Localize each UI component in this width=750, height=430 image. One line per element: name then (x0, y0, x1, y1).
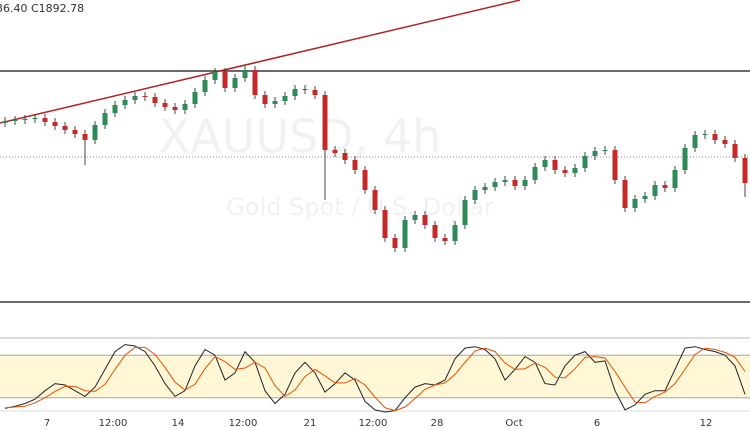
candle-body (702, 134, 708, 135)
candle-body (12, 120, 18, 121)
candle-body (382, 210, 388, 238)
x-tick-label: Oct (505, 418, 522, 429)
candle-body (472, 190, 478, 200)
candle-body (112, 105, 118, 113)
candle-body (172, 107, 178, 110)
candle-body (152, 97, 158, 103)
candle-body (492, 182, 498, 187)
candle-body (512, 180, 518, 186)
candle-body (182, 104, 188, 110)
candle-body (532, 167, 538, 180)
candle-body (122, 100, 128, 105)
candle-body (392, 238, 398, 248)
candle-body (442, 238, 448, 241)
candle-body (92, 125, 98, 140)
x-tick-label: 21 (304, 418, 317, 429)
stoch-line (4, 344, 746, 413)
candle-body (162, 103, 168, 107)
candle-body (82, 134, 88, 140)
watermark-subtitle: Gold Spot / U.S. Dollar (226, 193, 494, 221)
candle-body (352, 160, 358, 170)
candle-body (502, 180, 508, 182)
candle-body (302, 89, 308, 90)
candle-body (322, 95, 328, 150)
candle-body (282, 96, 288, 101)
candle-body (742, 158, 748, 184)
x-tick-label: 28 (431, 418, 444, 429)
candle-body (522, 180, 528, 186)
x-tick-label: 12 (700, 418, 713, 429)
candle-body (402, 220, 408, 248)
x-tick-label: 12:00 (229, 418, 258, 429)
candle-body (62, 126, 68, 130)
candle-body (552, 160, 558, 170)
trend-line (0, 0, 521, 124)
candle-body (32, 118, 38, 119)
candle-body (142, 96, 148, 97)
candle-body (72, 130, 78, 134)
candle-body (262, 95, 268, 104)
candle-body (712, 134, 718, 140)
candle-body (482, 187, 488, 190)
candle-body (212, 72, 218, 80)
candle-body (462, 200, 468, 225)
candle-body (252, 70, 258, 95)
candle-body (722, 140, 728, 144)
candle-body (372, 190, 378, 210)
candle-body (332, 150, 338, 153)
candle-body (542, 160, 548, 167)
candle-body (272, 101, 278, 104)
watermark: XAUUSD, 4h (159, 110, 442, 164)
candle-body (662, 185, 668, 188)
candle-body (192, 92, 198, 104)
candle-body (652, 185, 658, 196)
candle-body (52, 122, 58, 126)
candle-body (612, 150, 618, 180)
candle-body (562, 170, 568, 173)
candle-body (202, 80, 208, 92)
candle-body (622, 180, 628, 208)
candle-body (672, 170, 678, 188)
candle-body (132, 96, 138, 100)
candle-body (102, 113, 108, 125)
candle-body (2, 121, 8, 123)
candle-body (222, 72, 228, 88)
ohlc-header: 36.40 C1892.78 (0, 2, 84, 15)
candle-body (452, 225, 458, 241)
x-tick-label: 6 (594, 418, 600, 429)
candle-body (292, 89, 298, 96)
candle-body (592, 151, 598, 156)
candle-body (362, 170, 368, 190)
stoch-line (4, 346, 746, 412)
candle-body (342, 153, 348, 160)
candle-body (632, 199, 638, 208)
candle-body (602, 150, 608, 151)
candle-body (242, 70, 248, 78)
candle-body (682, 148, 688, 170)
x-tick-label: 12:00 (359, 418, 388, 429)
candle-body (232, 78, 238, 88)
stoch-band (0, 355, 750, 398)
candle-body (422, 215, 428, 225)
x-tick-label: 12:00 (99, 418, 128, 429)
candle-body (42, 118, 48, 122)
candle-body (582, 156, 588, 168)
candle-body (732, 144, 738, 158)
candle-body (572, 168, 578, 173)
candle-body (412, 215, 418, 220)
candle-body (22, 119, 28, 120)
x-tick-label: 14 (172, 418, 185, 429)
candle-body (692, 135, 698, 148)
candle-body (432, 225, 438, 238)
candle-body (312, 90, 318, 95)
candle-body (642, 196, 648, 199)
x-tick-label: 7 (44, 418, 50, 429)
